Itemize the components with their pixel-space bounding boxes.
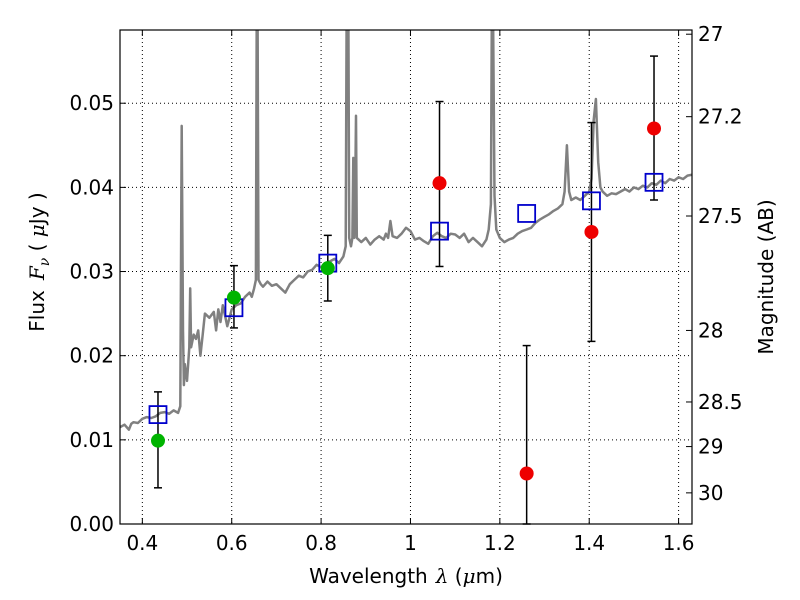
model-square-marker	[582, 191, 601, 211]
y-axis-label-prefix: Flux	[25, 290, 49, 332]
mag-tick-label: 29	[698, 435, 723, 459]
y-tick-label: 0.03	[69, 260, 114, 284]
red-data-point	[432, 176, 447, 191]
y-tick-label: 0.02	[69, 344, 114, 368]
model-square-marker	[148, 405, 168, 424]
spectrum-line	[120, 30, 692, 431]
grid	[120, 30, 692, 524]
red-data-point	[519, 466, 534, 481]
green-data-point	[226, 290, 241, 305]
tick-layer: 0.4 0.6 0.8 1 1.2 1.4 1.6 0.00 0.01 0.02 0.03 0.04 0…	[69, 22, 742, 555]
y-axis-label-symbol: F	[25, 265, 49, 281]
green-data-point	[320, 261, 335, 276]
y-axis-label-unit-mu: μ	[25, 224, 49, 237]
mag-tick-label: 28	[698, 318, 723, 342]
model-square-marker	[644, 172, 664, 192]
x-tick-label: 0.4	[126, 531, 158, 555]
y-axis-label-unit-close: Jy )	[25, 192, 49, 226]
y-axis-label-subscript: ν	[37, 257, 53, 266]
y2-axis-label: Magnitude (AB)	[754, 199, 778, 354]
y-tick-label: 0.00	[69, 512, 114, 536]
x-tick-label: 1.2	[484, 531, 516, 555]
plot-frame	[119, 29, 693, 525]
mag-tick-label: 30	[698, 481, 723, 505]
x-axis-label-unit-close: m)	[476, 564, 503, 588]
x-tick-label: 0.6	[216, 531, 248, 555]
y-axis-label: Flux Fν ( μJy )	[25, 192, 53, 331]
x-tick-label: 0.8	[305, 531, 337, 555]
model-square-marker	[517, 204, 537, 223]
x-axis-label-prefix: Wavelength	[309, 564, 428, 588]
y-axis-label-unit-open: (	[25, 237, 49, 258]
red-data-point	[647, 121, 662, 136]
y-tick-label: 0.04	[69, 175, 114, 199]
x-tick-label: 1	[404, 531, 417, 555]
x-axis-label-unit-mu: μ	[463, 564, 476, 588]
photometry-layer	[150, 121, 662, 481]
y-tick-label: 0.01	[69, 428, 114, 452]
errorbar-layer	[153, 55, 659, 525]
y-tick-label: 0.05	[69, 91, 114, 115]
green-data-point	[150, 433, 165, 448]
x-axis-label: Wavelength λ (μm)	[309, 564, 503, 588]
x-axis-label-unit-open: (	[448, 564, 462, 588]
mag-tick-label: 27.2	[698, 105, 743, 129]
mag-tick-label: 28.5	[698, 390, 743, 414]
mag-tick-label: 27	[698, 22, 723, 46]
x-tick-label: 1.6	[663, 531, 695, 555]
x-axis-label-symbol: λ	[435, 564, 449, 588]
model-square-marker	[430, 221, 449, 241]
svg-text:FluxFν ( μJy ): Flux Fν ( μJy )	[25, 192, 53, 331]
spectrum-layer	[120, 30, 692, 431]
x-tick-label: 1.4	[573, 531, 605, 555]
mag-tick-label: 27.5	[698, 204, 743, 228]
model-layer	[148, 172, 664, 424]
red-data-point	[584, 224, 599, 239]
